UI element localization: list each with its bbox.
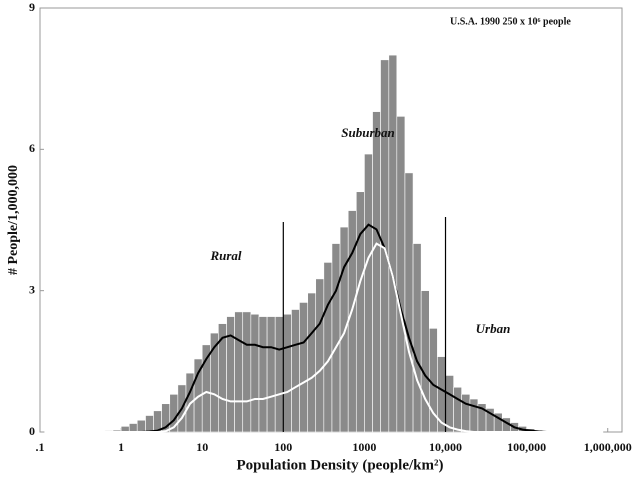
- y-tick-label: 0: [29, 424, 35, 438]
- bar: [396, 116, 406, 433]
- bar: [339, 226, 349, 433]
- bar: [128, 423, 138, 433]
- x-axis-label: Population Density (people/km²): [236, 457, 443, 473]
- y-tick-label: 6: [29, 141, 35, 155]
- bar: [136, 419, 146, 433]
- bar: [226, 316, 235, 433]
- bar: [315, 278, 325, 433]
- bar: [145, 415, 154, 433]
- bar: [388, 54, 398, 433]
- x-tick-label: 100,000: [507, 440, 546, 454]
- annotation: Suburban: [341, 125, 394, 140]
- bar: [242, 311, 252, 433]
- bar: [307, 292, 317, 433]
- bar: [461, 394, 471, 433]
- bar: [412, 243, 422, 433]
- x-tick-label: 1: [118, 440, 124, 454]
- x-tick-label: 1,000,000: [584, 440, 632, 454]
- y-axis-label: # People/1,000,000: [6, 165, 21, 275]
- bar: [274, 316, 284, 433]
- x-tick-label: 1000: [352, 440, 376, 454]
- bar: [372, 111, 381, 433]
- annotation: Urban: [476, 321, 511, 336]
- annotation: Rural: [209, 248, 241, 263]
- bar: [258, 316, 268, 433]
- x-tick-label: 10: [196, 440, 208, 454]
- bar: [469, 398, 479, 433]
- bar: [299, 302, 309, 433]
- bar: [323, 262, 333, 433]
- bar: [420, 290, 430, 433]
- bar: [355, 191, 365, 433]
- bar: [283, 313, 292, 433]
- bar: [404, 172, 414, 433]
- x-tick-label: 10,000: [429, 440, 462, 454]
- bar: [250, 313, 260, 433]
- bar: [445, 375, 454, 433]
- density-line: [44, 242, 604, 433]
- bar: [453, 386, 462, 433]
- y-tick-label: 9: [29, 0, 35, 14]
- bar: [331, 243, 341, 433]
- bar: [266, 316, 276, 433]
- y-tick-label: 3: [29, 282, 35, 296]
- bar: [234, 311, 244, 433]
- x-tick-label: 100: [274, 440, 292, 454]
- bar: [364, 153, 373, 433]
- subtitle: U.S.A. 1990 250 x 10⁶ people: [450, 16, 571, 27]
- bar: [291, 309, 300, 433]
- x-tick-label: .1: [36, 440, 45, 454]
